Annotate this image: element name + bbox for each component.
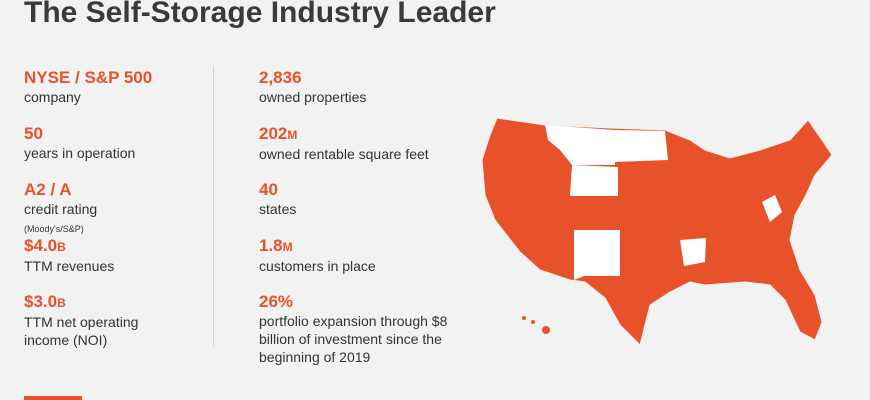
stat-label-text: company bbox=[24, 89, 81, 105]
stat-value: 40 bbox=[259, 180, 459, 200]
right-column: 2,836 owned properties 202M owned rentable … bbox=[259, 68, 459, 365]
stat: 2,836 owned properties bbox=[259, 68, 459, 124]
stat: 26% portfolio expansion through $8 billio… bbox=[259, 292, 459, 365]
stat-number: 40 bbox=[259, 180, 278, 199]
stat-label: owned properties bbox=[259, 88, 459, 106]
stat: 50 years in operation bbox=[24, 124, 194, 180]
non-state bbox=[574, 230, 620, 280]
stat-number: $3.0 bbox=[24, 292, 58, 311]
stat-label-text: TTM net operating income (NOI) bbox=[24, 314, 139, 348]
stat-number: 1.8 bbox=[259, 236, 283, 255]
stat-value: $3.0B bbox=[24, 292, 194, 313]
non-state bbox=[570, 165, 618, 196]
stat-label-text: portfolio expansion through $8 billion o… bbox=[259, 313, 448, 365]
stat-label: customers in place bbox=[259, 257, 459, 275]
stat-value: 202M bbox=[259, 124, 459, 145]
stat-number: $4.0 bbox=[24, 236, 58, 255]
stat-value: 26% bbox=[259, 292, 459, 312]
us-map bbox=[481, 117, 833, 346]
stat-value: 2,836 bbox=[259, 68, 459, 88]
stat-note: (Moody's/S&P) bbox=[24, 224, 84, 234]
stat-label: company bbox=[24, 88, 154, 106]
stat-label-text: customers in place bbox=[259, 258, 376, 274]
stat-label: TTM revenues bbox=[24, 257, 154, 275]
stat: NYSE / S&P 500 company bbox=[24, 68, 194, 124]
stat-value: NYSE / S&P 500 bbox=[24, 68, 194, 88]
stat: 40 states bbox=[259, 180, 459, 236]
hawaii bbox=[522, 316, 526, 320]
stat-label: owned rentable square feet bbox=[259, 145, 459, 163]
stat-number: 26% bbox=[259, 292, 294, 311]
stat-label: states bbox=[259, 200, 459, 218]
stat-value: A2 / A bbox=[24, 180, 194, 200]
stat: 1.8M customers in place bbox=[259, 236, 459, 292]
stat-value: 1.8M bbox=[259, 236, 459, 257]
hawaii bbox=[542, 326, 550, 334]
stat-label-text: owned properties bbox=[259, 89, 367, 105]
stat-unit: M bbox=[282, 240, 293, 254]
stat-value: $4.0B bbox=[24, 236, 194, 257]
non-state bbox=[615, 130, 668, 162]
stat-label-text: TTM revenues bbox=[24, 258, 115, 274]
stat-label: years in operation bbox=[24, 144, 154, 162]
accent-bar bbox=[24, 396, 82, 400]
non-state bbox=[680, 238, 706, 266]
stat-label-text: states bbox=[259, 201, 297, 217]
stat-number: 2,836 bbox=[259, 68, 302, 87]
stat: $4.0B TTM revenues bbox=[24, 236, 194, 292]
stat-number: A2 / A bbox=[24, 180, 72, 199]
non-state bbox=[545, 125, 615, 165]
stat-value: 50 bbox=[24, 124, 194, 144]
stat-label: portfolio expansion through $8 billion o… bbox=[259, 312, 459, 366]
stat-number: NYSE / S&P 500 bbox=[24, 68, 153, 87]
stat-label-text: owned rentable square feet bbox=[259, 146, 429, 162]
stat: $3.0B TTM net operating income (NOI) bbox=[24, 292, 194, 348]
stat-unit: M bbox=[287, 128, 298, 142]
stat: 202M owned rentable square feet bbox=[259, 124, 459, 180]
stat-label-text: years in operation bbox=[24, 145, 136, 161]
title: The Self-Storage Industry Leader bbox=[24, 0, 496, 29]
divider bbox=[213, 66, 214, 346]
stat-number: 202 bbox=[259, 124, 288, 143]
stat-label: credit rating (Moody's/S&P) bbox=[24, 200, 154, 238]
stat-number: 50 bbox=[24, 124, 43, 143]
stat-unit: B bbox=[57, 296, 66, 310]
left-column: NYSE / S&P 500 company 50 years in operatio… bbox=[24, 68, 194, 348]
stat-label: TTM net operating income (NOI) bbox=[24, 313, 154, 349]
hawaii bbox=[531, 320, 535, 324]
stat-unit: B bbox=[57, 240, 66, 254]
us-mainland bbox=[481, 117, 833, 346]
stat-label-text: credit rating bbox=[24, 201, 98, 217]
non-state bbox=[762, 195, 782, 222]
